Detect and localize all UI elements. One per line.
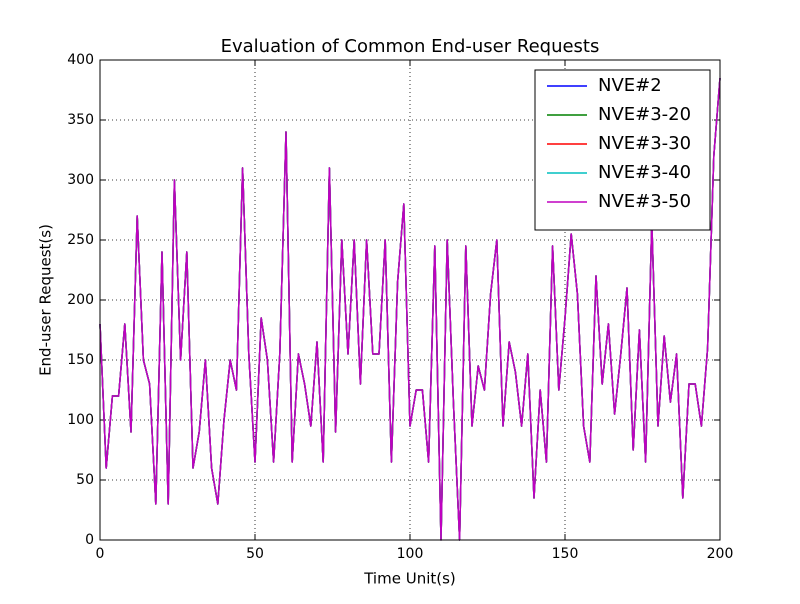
legend-label: NVE#3-20 bbox=[598, 104, 691, 125]
y-tick-label: 150 bbox=[67, 352, 94, 368]
y-tick-label: 350 bbox=[67, 112, 94, 128]
plot-frame bbox=[99, 59, 721, 541]
legend-label: NVE#2 bbox=[598, 75, 662, 96]
chart-title: Evaluation of Common End-user Requests bbox=[221, 36, 600, 57]
y-tick-label: 250 bbox=[67, 232, 94, 248]
legend-label: NVE#3-30 bbox=[598, 133, 691, 154]
y-tick-label: 200 bbox=[67, 292, 94, 308]
y-tick-label: 100 bbox=[67, 412, 94, 428]
x-tick-label: 100 bbox=[397, 546, 424, 562]
legend-box bbox=[534, 69, 711, 231]
y-axis-label: End-user Request(s) bbox=[37, 224, 55, 376]
y-tick-label: 50 bbox=[76, 472, 94, 488]
x-tick-label: 0 bbox=[96, 546, 105, 562]
legend-label: NVE#3-40 bbox=[598, 162, 691, 183]
x-tick-label: 200 bbox=[707, 546, 734, 562]
y-tick-label: 400 bbox=[67, 52, 94, 68]
legend-label: NVE#3-50 bbox=[598, 191, 691, 212]
series-line bbox=[99, 77, 721, 541]
x-tick-label: 50 bbox=[246, 546, 264, 562]
y-tick-label: 300 bbox=[67, 172, 94, 188]
y-tick-label: 0 bbox=[85, 532, 94, 548]
x-tick-label: 150 bbox=[552, 546, 579, 562]
x-axis-label: Time Unit(s) bbox=[363, 570, 456, 588]
